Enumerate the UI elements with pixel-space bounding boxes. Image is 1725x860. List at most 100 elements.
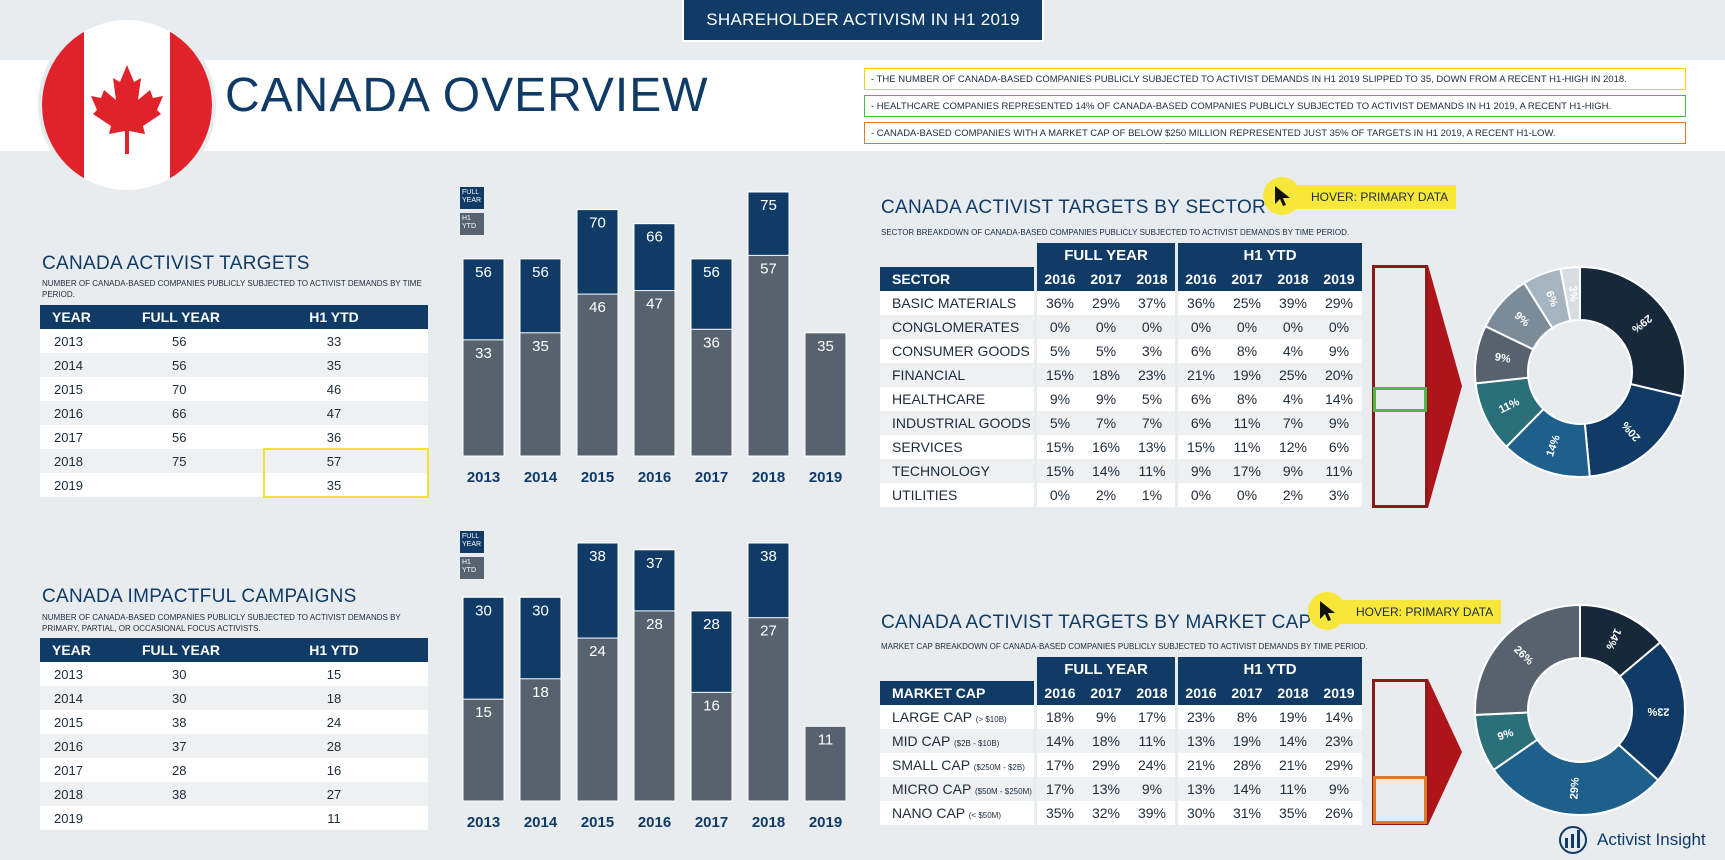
row-label-text: CONGLOMERATES bbox=[892, 319, 1020, 335]
slice-value-label: 3% bbox=[1566, 285, 1579, 302]
table-cell: 7% bbox=[1129, 411, 1175, 435]
row-label-text: LARGE CAP bbox=[892, 709, 972, 725]
legend-full-year: FULL YEAR bbox=[460, 187, 484, 209]
bar-value-label: 28 bbox=[646, 616, 663, 633]
table-cell: 8% bbox=[1224, 705, 1270, 729]
highlight-box bbox=[263, 448, 429, 498]
table-row: SMALL CAP ($250M - $2B) 17% 29% 24% 21% 28% 21… bbox=[880, 753, 1362, 777]
year-header: 2018 bbox=[1270, 267, 1316, 291]
row-label-text: TECHNOLOGY bbox=[892, 463, 991, 479]
x-tick-label: 2017 bbox=[695, 814, 728, 831]
table-cell: 2% bbox=[1270, 483, 1316, 507]
table-cell: 17% bbox=[1037, 753, 1083, 777]
row-label-range: ($250M - $2B) bbox=[973, 763, 1025, 772]
donut-slice bbox=[1474, 603, 1581, 716]
table-row: 2017 28 16 bbox=[40, 758, 428, 782]
table-row: 2019 11 bbox=[40, 806, 428, 830]
table-cell: 29% bbox=[1083, 291, 1129, 315]
table-cell: 6% bbox=[1178, 339, 1224, 363]
slice-value-label: 23% bbox=[1647, 705, 1669, 717]
table-cell: 2017 bbox=[40, 425, 120, 449]
table-cell: 15% bbox=[1037, 459, 1083, 483]
table-row: 2017 56 36 bbox=[40, 425, 428, 449]
row-label-range: ($50M - $250M) bbox=[974, 787, 1032, 796]
row-label-text: MID CAP bbox=[892, 733, 951, 749]
table-cell: 30% bbox=[1178, 801, 1224, 825]
row-label-range: (< $50M) bbox=[968, 811, 1001, 820]
campaigns-bar-chart: 30 15 2013 30 18 2014 38 24 2015 37 28 2016 28 16 2017… bbox=[462, 542, 847, 831]
table-cell: 37% bbox=[1129, 291, 1175, 315]
table-cell: 25% bbox=[1270, 363, 1316, 387]
hover-primary-data-button[interactable]: HOVER: PRIMARY DATA bbox=[1308, 592, 1502, 632]
page-title: CANADA OVERVIEW bbox=[225, 69, 709, 122]
highlight-healthcare bbox=[1373, 387, 1427, 412]
col-header: FULL YEAR bbox=[120, 305, 240, 329]
mcap-table: FULL YEAR H1 YTD MARKET CAP 2016 2017 2018 201… bbox=[880, 657, 1362, 825]
table-cell: 18% bbox=[1037, 705, 1083, 729]
bar-h1-ytd bbox=[633, 290, 676, 457]
table-cell: 14% bbox=[1316, 387, 1362, 411]
table-cell: 16 bbox=[240, 758, 428, 782]
x-tick-label: 2016 bbox=[638, 814, 671, 831]
table-row: HEALTHCARE 9% 9% 5% 6% 8% 4% 14% bbox=[880, 387, 1362, 411]
table-row: 2013 30 15 bbox=[40, 662, 428, 686]
year-header: 2017 bbox=[1224, 681, 1270, 705]
bar-value-label: 46 bbox=[589, 299, 606, 316]
table-cell: 25% bbox=[1224, 291, 1270, 315]
table-row: SERVICES 15% 16% 13% 15% 11% 12% 6% bbox=[880, 435, 1362, 459]
table-cell: 0% bbox=[1083, 315, 1129, 339]
table-cell: 75 bbox=[120, 449, 240, 473]
col-header: H1 YTD bbox=[240, 638, 428, 662]
table-cell: 14% bbox=[1270, 729, 1316, 753]
hover-primary-data-button[interactable]: HOVER: PRIMARY DATA bbox=[1263, 177, 1457, 217]
table-cell: 38 bbox=[120, 710, 240, 734]
table-row: 2016 66 47 bbox=[40, 401, 428, 425]
table-cell: 0% bbox=[1178, 483, 1224, 507]
row-label-text: NANO CAP bbox=[892, 805, 965, 821]
slice-value-label: 29% bbox=[1568, 777, 1581, 800]
table-cell: 37 bbox=[120, 734, 240, 758]
first-col-header: MARKET CAP bbox=[880, 681, 1034, 705]
summary-bullet: - HEALTHCARE COMPANIES REPRESENTED 14% O… bbox=[864, 95, 1686, 117]
table-cell: 66 bbox=[120, 401, 240, 425]
group-full-year: FULL YEAR bbox=[1037, 657, 1175, 681]
table-cell: 5% bbox=[1083, 339, 1129, 363]
bar-value-label: 27 bbox=[760, 623, 777, 640]
table-cell: 11% bbox=[1224, 435, 1270, 459]
table-cell: 29% bbox=[1316, 291, 1362, 315]
bar-value-label: 36 bbox=[703, 334, 720, 351]
year-header: 2019 bbox=[1316, 681, 1362, 705]
bar-value-label: 56 bbox=[703, 264, 720, 281]
donut-slice bbox=[1559, 265, 1581, 323]
hover-label: HOVER: PRIMARY DATA bbox=[1275, 185, 1457, 209]
highlight-small-caps bbox=[1373, 776, 1427, 824]
table-cell: 6% bbox=[1316, 435, 1362, 459]
bar-h1-ytd bbox=[804, 725, 847, 802]
campaigns-table: YEAR FULL YEAR H1 YTD 2013 30 15 2014 30 18 20… bbox=[40, 638, 428, 830]
table-cell: 4% bbox=[1270, 387, 1316, 411]
row-label: SERVICES bbox=[880, 435, 1034, 459]
year-header-row: SECTOR 2016 2017 2018 2016 2017 2018 2019 bbox=[880, 267, 1362, 291]
bar-value-label: 75 bbox=[760, 197, 777, 214]
table-cell: 4% bbox=[1270, 339, 1316, 363]
row-label: TECHNOLOGY bbox=[880, 459, 1034, 483]
summary-bullet: - CANADA-BASED COMPANIES WITH A MARKET C… bbox=[864, 122, 1686, 144]
table-row: NANO CAP (< $50M) 35% 32% 39% 30% 31% 35% 26% bbox=[880, 801, 1362, 825]
table-cell: 29% bbox=[1316, 753, 1362, 777]
row-label-text: CONSUMER GOODS bbox=[892, 343, 1030, 359]
bar-value-label: 66 bbox=[646, 229, 663, 246]
bar-value-label: 11 bbox=[818, 731, 834, 748]
table-cell bbox=[120, 806, 240, 830]
table-cell: 0% bbox=[1316, 315, 1362, 339]
table-cell: 36% bbox=[1037, 291, 1083, 315]
bar-value-label: 38 bbox=[589, 548, 606, 565]
col-header: YEAR bbox=[40, 638, 120, 662]
group-header-row: FULL YEAR H1 YTD bbox=[880, 243, 1362, 267]
table-cell: 39% bbox=[1270, 291, 1316, 315]
table-row: UTILITIES 0% 2% 1% 0% 0% 2% 3% bbox=[880, 483, 1362, 507]
table-cell: 2015 bbox=[40, 377, 120, 401]
bar-h1-ytd bbox=[690, 691, 733, 802]
bar-value-label: 18 bbox=[532, 684, 549, 701]
bar-value-label: 47 bbox=[646, 296, 663, 313]
x-tick-label: 2014 bbox=[524, 469, 558, 486]
